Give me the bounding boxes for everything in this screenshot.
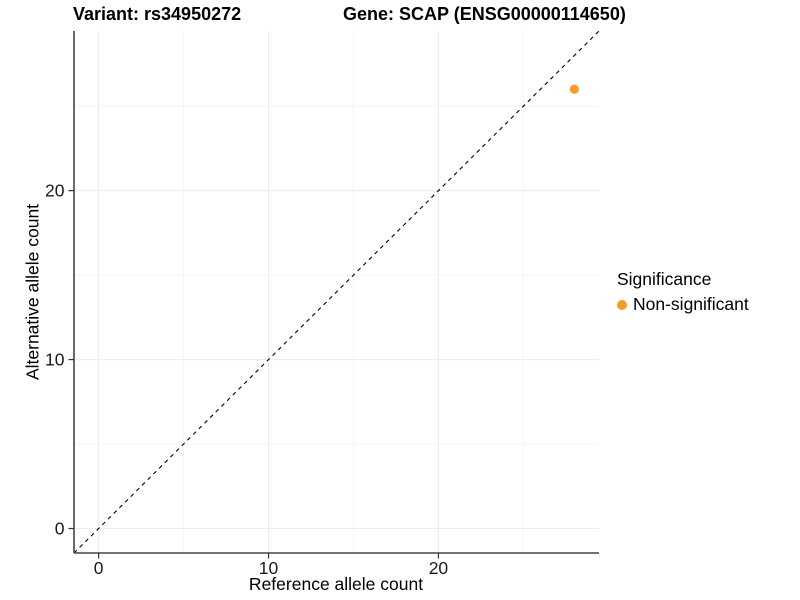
- legend: Significance Non-significant: [617, 269, 749, 315]
- plot-title-gene: Gene: SCAP (ENSG00000114650): [343, 4, 626, 24]
- y-tick-label: 10: [45, 350, 65, 370]
- x-tick-label: 0: [94, 558, 104, 578]
- y-tick-label: 20: [45, 181, 65, 201]
- y-axis-title: Alternative allele count: [22, 203, 43, 381]
- legend-item-label: Non-significant: [633, 294, 749, 314]
- x-axis-title: Reference allele count: [248, 574, 424, 594]
- plot-title-variant: Variant: rs34950272: [73, 4, 242, 24]
- legend-item: Non-significant: [617, 294, 749, 315]
- plot-panel: 0 10 20 0 10 20: [45, 30, 600, 578]
- identity-reference-line: [73, 30, 600, 554]
- x-tick-label: 20: [429, 558, 449, 578]
- legend-title: Significance: [617, 269, 712, 289]
- legend-point-icon: [617, 299, 627, 310]
- x-tick-label: 10: [259, 558, 279, 578]
- y-tick-label: 0: [55, 519, 65, 539]
- data-point: [569, 84, 579, 94]
- plot-svg: 0 10 20 0 10 20: [45, 30, 600, 578]
